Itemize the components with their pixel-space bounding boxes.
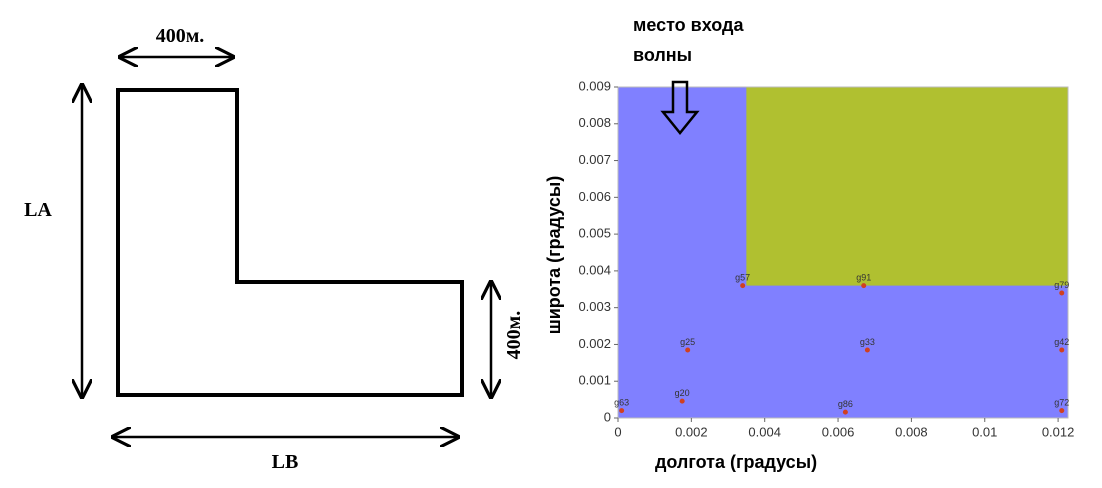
point-label: g33 xyxy=(860,337,875,347)
y-tick-label: 0.002 xyxy=(578,336,611,351)
y-tick-label: 0.003 xyxy=(578,299,611,314)
point-label: g63 xyxy=(614,398,629,408)
dim-label: LB xyxy=(272,451,299,473)
x-tick-label: 0.002 xyxy=(675,424,708,439)
dim-label: LA xyxy=(24,199,52,221)
y-tick-label: 0.005 xyxy=(578,226,611,241)
y-axis-label: широта (градусы) xyxy=(544,176,564,335)
point-label: g86 xyxy=(838,399,853,409)
point xyxy=(1059,290,1065,296)
chart: 0 0.001 0.002 0.003 0.004 0.005 0.006 0.007 0.00… xyxy=(578,78,1074,439)
point xyxy=(1059,408,1065,414)
point-label: g25 xyxy=(680,337,695,347)
annotation: место входа волны xyxy=(633,15,744,65)
point xyxy=(1059,347,1065,353)
y-tick-label: 0.001 xyxy=(578,373,611,388)
y-tick-label: 0.007 xyxy=(578,152,611,167)
entry-arrow xyxy=(660,80,700,135)
y-tick-label: 0.006 xyxy=(578,189,611,204)
y-tick-label: 0.004 xyxy=(578,262,611,277)
x-tick-label: 0.004 xyxy=(748,424,781,439)
x-tick-label: 0.012 xyxy=(1042,424,1075,439)
x-tick-label: 0.006 xyxy=(822,424,855,439)
point xyxy=(864,347,870,353)
point-label: g42 xyxy=(1054,337,1069,347)
point-label: g20 xyxy=(675,388,690,398)
dim-label: 400м. xyxy=(156,25,205,47)
point-label: g72 xyxy=(1054,398,1069,408)
l-shape xyxy=(116,88,464,397)
x-tick-label: 0.01 xyxy=(972,424,997,439)
point xyxy=(861,283,867,289)
l-diagram xyxy=(82,57,491,437)
point xyxy=(619,408,625,414)
plot-frame xyxy=(617,86,1069,419)
point xyxy=(740,283,746,289)
y-tick-label: 0.008 xyxy=(578,115,611,130)
region xyxy=(746,87,1068,286)
point xyxy=(679,398,685,404)
point-label: g91 xyxy=(856,273,871,283)
point xyxy=(842,409,848,415)
y-tick-label: 0 xyxy=(604,409,611,424)
point-label: g79 xyxy=(1054,280,1069,290)
dim-label: 400м. xyxy=(503,311,525,360)
point xyxy=(685,347,691,353)
y-tick-label: 0.009 xyxy=(578,78,611,93)
x-tick-label: 0 xyxy=(614,424,621,439)
point-label: g57 xyxy=(735,273,750,283)
x-axis-label: долгота (градусы) xyxy=(655,452,817,472)
x-tick-label: 0.008 xyxy=(895,424,928,439)
